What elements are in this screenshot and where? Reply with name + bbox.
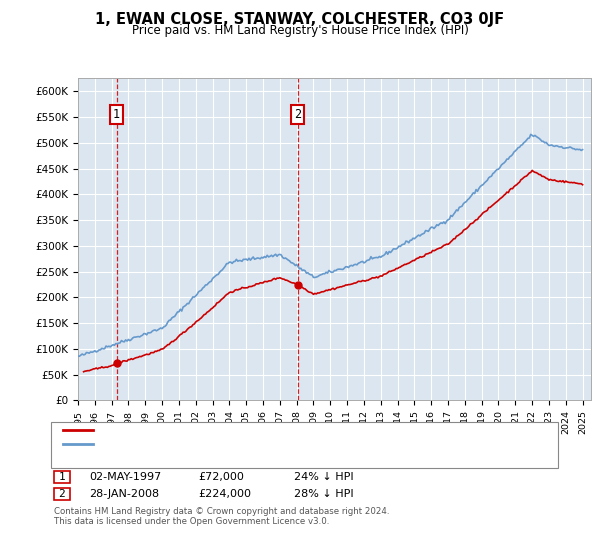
Text: 2: 2 bbox=[294, 108, 301, 121]
Text: 24% ↓ HPI: 24% ↓ HPI bbox=[294, 472, 353, 482]
Text: 28-JAN-2008: 28-JAN-2008 bbox=[89, 489, 159, 499]
Text: 1: 1 bbox=[58, 472, 65, 482]
Text: 1, EWAN CLOSE, STANWAY, COLCHESTER, CO3 0JF: 1, EWAN CLOSE, STANWAY, COLCHESTER, CO3 … bbox=[95, 12, 505, 27]
Text: 1: 1 bbox=[113, 108, 120, 121]
Text: 02-MAY-1997: 02-MAY-1997 bbox=[89, 472, 161, 482]
Text: Price paid vs. HM Land Registry's House Price Index (HPI): Price paid vs. HM Land Registry's House … bbox=[131, 24, 469, 37]
Text: 28% ↓ HPI: 28% ↓ HPI bbox=[294, 489, 353, 499]
Text: HPI: Average price, detached house, Colchester: HPI: Average price, detached house, Colc… bbox=[98, 439, 347, 449]
Text: Contains HM Land Registry data © Crown copyright and database right 2024.
This d: Contains HM Land Registry data © Crown c… bbox=[54, 507, 389, 526]
Text: £224,000: £224,000 bbox=[198, 489, 251, 499]
Text: £72,000: £72,000 bbox=[198, 472, 244, 482]
Text: 1, EWAN CLOSE, STANWAY, COLCHESTER, CO3 0JF (detached house): 1, EWAN CLOSE, STANWAY, COLCHESTER, CO3 … bbox=[98, 425, 454, 435]
Text: 2: 2 bbox=[58, 489, 65, 499]
